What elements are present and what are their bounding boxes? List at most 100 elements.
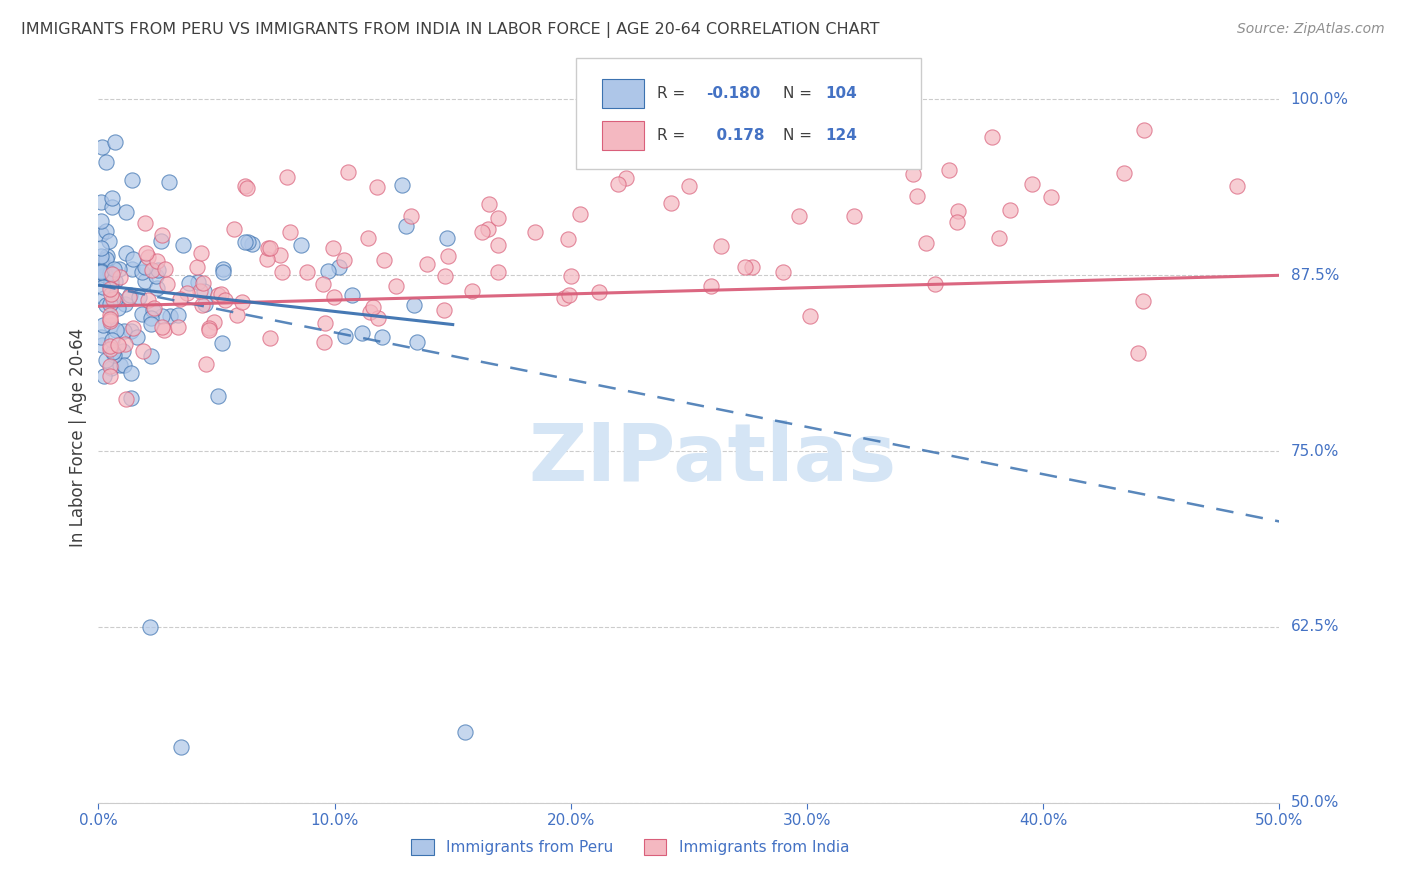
Point	[108, 261, 131, 276]
Point	[373, 253, 395, 268]
Point	[93, 258, 115, 272]
Text: R =: R =	[657, 128, 690, 143]
Point	[98, 369, 121, 384]
Point	[290, 238, 312, 252]
Point	[477, 197, 499, 211]
Point	[998, 203, 1021, 218]
Point	[322, 241, 344, 255]
Point	[486, 265, 509, 279]
Point	[122, 320, 145, 334]
Text: 87.5%: 87.5%	[1291, 268, 1339, 283]
Point	[560, 269, 582, 284]
Point	[405, 334, 427, 349]
Point	[269, 247, 291, 261]
Point	[938, 162, 960, 177]
Point	[278, 225, 301, 239]
Point	[1226, 178, 1249, 193]
Point	[614, 171, 637, 186]
Text: Source: ZipAtlas.com: Source: ZipAtlas.com	[1237, 22, 1385, 37]
Point	[399, 210, 422, 224]
Point	[98, 359, 121, 373]
Point	[946, 215, 969, 229]
Point	[588, 285, 610, 299]
Point	[395, 219, 418, 234]
Point	[1039, 190, 1062, 204]
Point	[202, 315, 225, 329]
Y-axis label: In Labor Force | Age 20-64: In Labor Force | Age 20-64	[69, 327, 87, 547]
Point	[371, 330, 394, 344]
Point	[312, 335, 335, 350]
Point	[98, 266, 121, 280]
Point	[295, 265, 318, 279]
Point	[159, 309, 181, 323]
Point	[197, 323, 219, 337]
Point	[770, 135, 793, 149]
Point	[115, 392, 138, 407]
Point	[905, 189, 928, 203]
Point	[436, 231, 458, 245]
Point	[212, 265, 235, 279]
Text: 0.178: 0.178	[706, 128, 765, 143]
Point	[90, 263, 112, 277]
Point	[101, 267, 124, 281]
Text: R =: R =	[657, 87, 690, 101]
Point	[96, 352, 118, 367]
Text: 50.0%: 50.0%	[1291, 796, 1339, 810]
Point	[332, 253, 354, 268]
Point	[90, 338, 112, 352]
Point	[359, 305, 381, 319]
Point	[322, 290, 344, 304]
Point	[259, 331, 281, 345]
Point	[104, 322, 127, 336]
Point	[94, 273, 117, 287]
Point	[90, 264, 112, 278]
Text: ZIPatlas: ZIPatlas	[529, 420, 897, 498]
Point	[416, 257, 439, 271]
Point	[96, 250, 118, 264]
Point	[190, 246, 212, 260]
Point	[100, 360, 122, 375]
Point	[100, 278, 122, 293]
Point	[103, 262, 125, 277]
Point	[433, 302, 456, 317]
Point	[98, 296, 121, 310]
Point	[153, 261, 176, 276]
Point	[94, 252, 117, 266]
Point	[314, 316, 336, 330]
Point	[214, 293, 236, 308]
Point	[148, 262, 170, 277]
Point	[193, 285, 215, 299]
Point	[118, 290, 141, 304]
Point	[557, 232, 579, 246]
Point	[150, 228, 173, 243]
Point	[385, 278, 408, 293]
Point	[94, 224, 117, 238]
Point	[240, 237, 263, 252]
Point	[337, 165, 360, 179]
Point	[107, 301, 129, 315]
Point	[461, 285, 484, 299]
Point	[211, 262, 233, 277]
Point	[433, 269, 456, 284]
Point	[98, 234, 121, 248]
Point	[120, 391, 142, 405]
Point	[131, 307, 153, 321]
Point	[122, 252, 145, 267]
Point	[121, 262, 143, 277]
Point	[150, 320, 173, 334]
Point	[146, 281, 169, 295]
Point	[91, 318, 114, 333]
Point	[94, 268, 117, 283]
Point	[146, 254, 169, 268]
Point	[90, 227, 112, 241]
Point	[312, 277, 335, 291]
Point	[149, 234, 172, 248]
Point	[91, 139, 114, 153]
Point	[98, 339, 121, 353]
Point	[150, 310, 173, 324]
Point	[100, 275, 122, 289]
Point	[132, 343, 155, 358]
Point	[235, 178, 257, 193]
Point	[94, 155, 117, 169]
Point	[734, 260, 756, 274]
